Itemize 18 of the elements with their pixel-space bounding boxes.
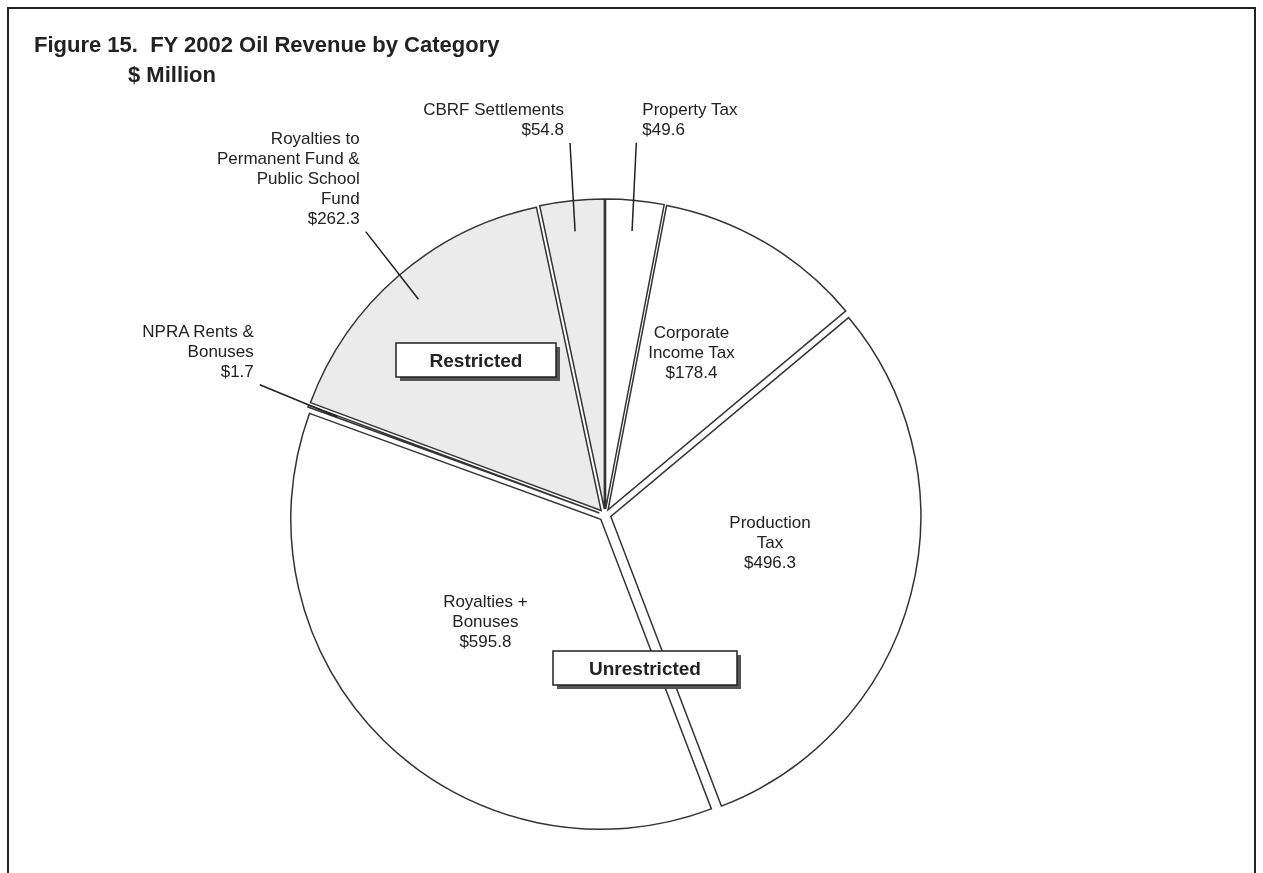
data-label: $54.8 [521, 120, 564, 140]
slice-label: Corporate Income Tax [648, 323, 736, 363]
data-label: $262.3 [307, 208, 360, 228]
slice-label: Property Tax [642, 99, 738, 119]
data-label: $49.6 [642, 119, 685, 139]
data-label: $178.4 [665, 363, 718, 383]
data-label: $595.8 [459, 631, 512, 651]
chart-title: Figure 15. FY 2002 Oil Revenue by Category [34, 32, 501, 57]
text: Unrestricted [589, 658, 701, 679]
slice-label: NPRA Rents & Bonuses [142, 321, 255, 361]
slice-label: Production Tax [729, 512, 811, 552]
chart-subtitle: $ Million [128, 62, 216, 87]
data-label: $496.3 [744, 552, 796, 572]
data-label: $1.7 [220, 361, 254, 381]
slice-label: Royalties + Bonuses [443, 591, 528, 631]
slice-label: CBRF Settlements [423, 100, 564, 120]
slice-label: Royalties to Permanent Fund & Public School Fund [217, 128, 361, 208]
text: Restricted [429, 350, 523, 371]
